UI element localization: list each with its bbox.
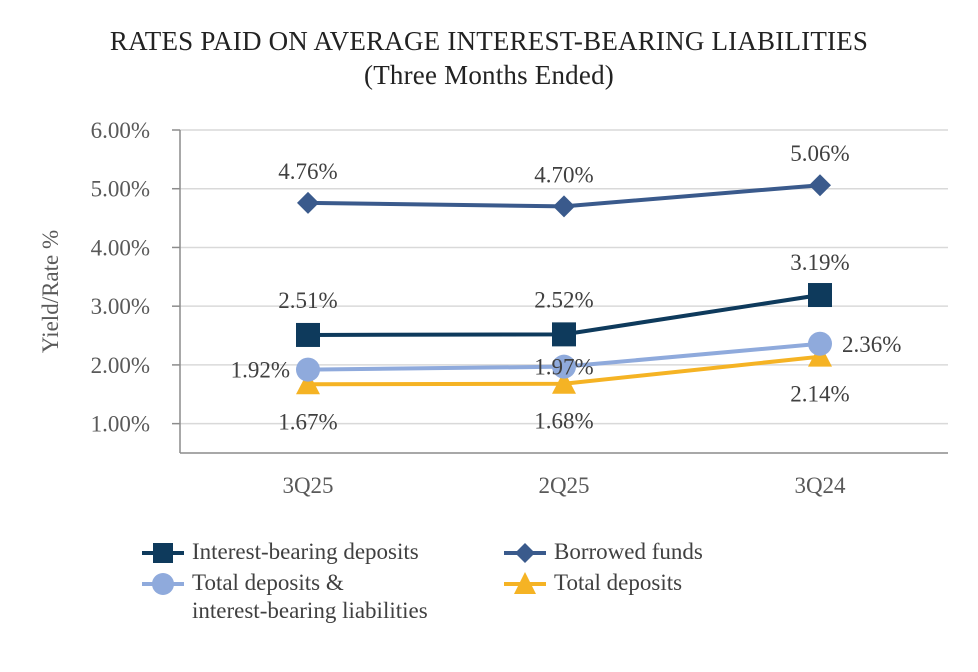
legend-item-total-deposits[interactable]: Total deposits [502, 569, 682, 597]
legend-label: Interest-bearing deposits [192, 539, 419, 564]
legend-swatch-triangle-icon [502, 569, 548, 597]
x-tick-label: 3Q25 [282, 473, 333, 498]
data-point-square [808, 283, 832, 308]
data-label: 2.36% [842, 332, 901, 357]
legend-label: Total deposits [554, 570, 683, 595]
legend-swatch-diamond-icon [502, 538, 548, 566]
y-tick-label: 5.00% [91, 177, 150, 202]
legend-swatch-circle-icon [140, 569, 186, 597]
legend-label: Total deposits & interest-bearing liabil… [192, 569, 428, 625]
y-tick-label: 2.00% [91, 353, 150, 378]
data-label: 1.67% [278, 409, 337, 434]
data-label: 1.68% [534, 409, 593, 434]
chart-title: RATES PAID ON AVERAGE INTEREST-BEARING L… [109, 26, 869, 56]
data-point-square [296, 322, 320, 347]
legend-swatch-square-icon [140, 538, 186, 566]
chart-subtitle: (Three Months Ended) [364, 60, 614, 90]
data-label: 1.92% [231, 358, 290, 383]
legend-label-line-1: Total deposits & [192, 570, 344, 595]
data-label: 2.14% [790, 382, 849, 407]
legend-item-interest-bearing-deposits[interactable]: Interest-bearing deposits [140, 538, 419, 566]
y-tick-label: 3.00% [91, 294, 150, 319]
data-label: 2.52% [534, 287, 593, 312]
data-point-circle [808, 331, 832, 356]
data-label: 1.97% [534, 355, 593, 380]
y-tick-label: 4.00% [91, 235, 150, 260]
y-tick-label: 1.00% [91, 412, 150, 437]
y-axis-label: Yield/Rate % [38, 230, 63, 353]
y-tick-label: 6.00% [91, 118, 150, 143]
legend: Interest-bearing deposits Borrowed funds… [140, 538, 840, 638]
data-point-square [552, 322, 576, 347]
x-tick-label: 3Q24 [794, 473, 846, 498]
data-point-circle [296, 357, 320, 382]
x-tick-label: 2Q25 [538, 473, 589, 498]
legend-item-total-deposits-and-liabilities[interactable]: Total deposits & interest-bearing liabil… [140, 569, 428, 625]
data-point-triangle [296, 371, 320, 395]
data-label: 5.06% [790, 141, 849, 166]
data-label: 4.70% [534, 162, 593, 187]
data-label: 4.76% [278, 159, 337, 184]
legend-label: Borrowed funds [554, 539, 703, 564]
data-point-triangle [552, 370, 576, 394]
legend-label-line-2: interest-bearing liabilities [192, 598, 428, 623]
data-point-diamond [297, 191, 319, 214]
data-label: 3.19% [790, 250, 849, 275]
legend-item-borrowed-funds[interactable]: Borrowed funds [502, 538, 703, 566]
data-point-circle [552, 354, 576, 379]
data-point-diamond [553, 195, 575, 218]
data-label: 2.51% [278, 288, 337, 313]
data-point-diamond [809, 174, 831, 197]
